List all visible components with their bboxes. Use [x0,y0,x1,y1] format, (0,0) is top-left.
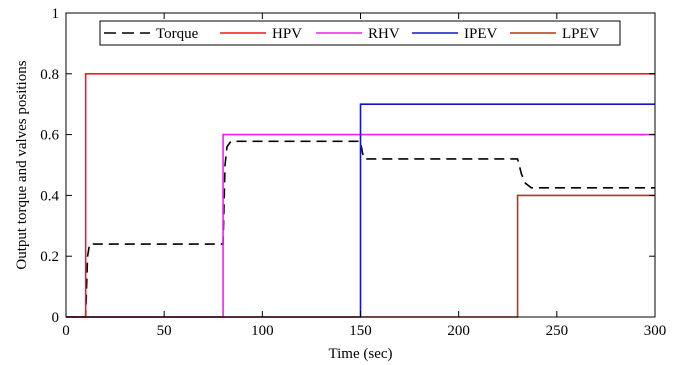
y-tick-label: 0 [52,310,60,326]
x-tick-label: 300 [644,323,667,339]
y-tick-label: 1 [52,6,60,22]
x-tick-label: 150 [349,323,372,339]
x-tick-label: 50 [157,323,172,339]
legend-label-torque: Torque [156,26,199,42]
y-tick-label: 0.2 [40,249,59,265]
y-tick-label: 0.4 [40,188,59,204]
legend-label-ipev: IPEV [464,26,498,42]
legend-label-rhv: RHV [368,26,400,42]
y-axis-ticks: 0 0.2 0.4 0.6 0.8 1 [40,6,655,326]
y-tick-label: 0.8 [40,67,59,83]
x-axis-label: Time (sec) [328,346,392,362]
x-tick-label: 250 [546,323,569,339]
series-line-torque [66,140,655,318]
legend: Torque HPV RHV IPEV LPEV [99,20,621,46]
x-tick-label: 0 [62,323,70,339]
legend-label-hpv: HPV [272,26,302,42]
legend-label-lpev: LPEV [562,26,600,42]
y-axis-label: Output torque and valves positions [14,60,30,269]
y-tick-label: 0.6 [40,128,59,144]
x-axis-ticks: 0 50 100 150 200 250 300 [62,13,666,339]
x-tick-label: 200 [447,323,470,339]
x-tick-label: 100 [251,323,274,339]
